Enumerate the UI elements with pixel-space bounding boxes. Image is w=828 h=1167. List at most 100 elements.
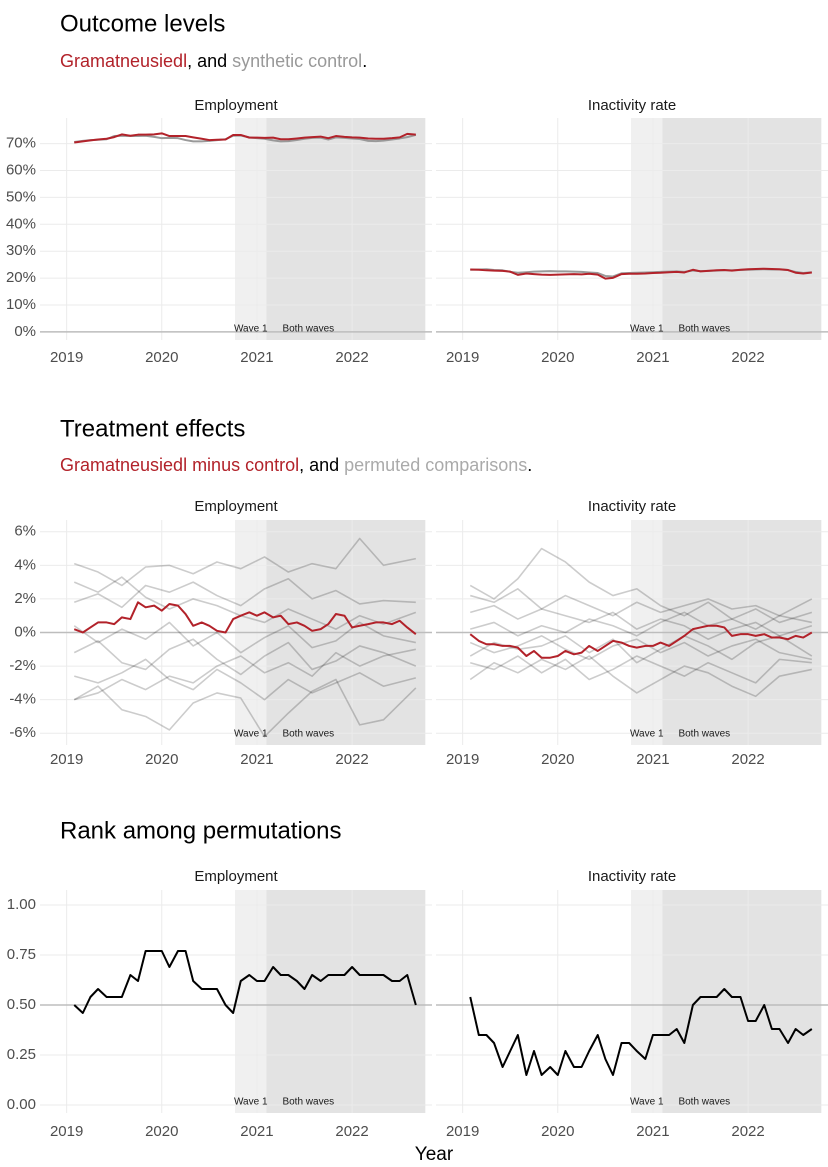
y-tick-label: 30% (6, 242, 36, 259)
facet-title: Inactivity rate (588, 97, 676, 114)
series-line (470, 594, 813, 620)
wave-label: Wave 1 (234, 324, 268, 335)
series-line (73, 950, 417, 1014)
y-tick-label: 6% (14, 523, 36, 540)
section-title: Treatment effects (60, 415, 245, 442)
wave-label: Wave 1 (234, 729, 268, 740)
subtitle: Gramatneusiedl minus control, and permut… (60, 455, 532, 475)
facet-title: Employment (194, 868, 278, 885)
wave-label: Wave 1 (234, 1097, 268, 1108)
x-tick-label: 2020 (145, 349, 178, 366)
facet-title: Employment (194, 498, 278, 515)
x-tick-label: 2021 (240, 1123, 273, 1140)
series-line (74, 658, 417, 701)
x-tick-label: 2019 (50, 751, 83, 768)
x-tick-label: 2020 (541, 349, 574, 366)
series-line (470, 588, 813, 641)
series-line (74, 132, 416, 144)
wave-label: Wave 1 (630, 1097, 664, 1108)
series-line (73, 577, 416, 609)
series-line (73, 638, 417, 676)
x-tick-label: 2019 (50, 1123, 83, 1140)
x-axis-title: Year (415, 1144, 454, 1165)
x-tick-label: 2019 (446, 1123, 479, 1140)
shaded-region (235, 890, 267, 1113)
wave-label: Wave 1 (630, 324, 664, 335)
subtitle: Gramatneusiedl, and synthetic control. (60, 51, 367, 71)
x-tick-label: 2022 (731, 751, 764, 768)
x-tick-label: 2021 (240, 349, 273, 366)
facet-title: Employment (194, 97, 278, 114)
x-tick-label: 2020 (145, 751, 178, 768)
series-line (73, 678, 417, 738)
subtitle-part: Gramatneusiedl minus control (60, 455, 299, 475)
x-tick-label: 2019 (446, 349, 479, 366)
series-line (469, 635, 812, 661)
facet-title: Inactivity rate (588, 498, 676, 515)
x-tick-label: 2020 (541, 751, 574, 768)
y-tick-label: 0.25 (7, 1046, 36, 1063)
y-tick-label: 10% (6, 296, 36, 313)
y-tick-label: 0% (14, 323, 36, 340)
y-tick-label: 60% (6, 161, 36, 178)
series-line (469, 988, 813, 1076)
subtitle-part: . (527, 455, 532, 475)
y-tick-label: 2% (14, 590, 36, 607)
x-tick-label: 2022 (335, 349, 368, 366)
x-tick-label: 2019 (446, 751, 479, 768)
wave-label: Both waves (678, 729, 730, 740)
y-tick-label: -6% (9, 724, 36, 741)
wave-label: Both waves (282, 729, 334, 740)
x-tick-label: 2019 (50, 349, 83, 366)
x-tick-label: 2021 (636, 1123, 669, 1140)
series-line (470, 267, 812, 280)
y-tick-label: 0% (14, 623, 36, 640)
x-tick-label: 2021 (636, 751, 669, 768)
series-line (469, 655, 812, 698)
subtitle-part: Gramatneusiedl (60, 51, 187, 71)
section-title: Outcome levels (60, 10, 225, 37)
wave-label: Wave 1 (630, 729, 664, 740)
series-line (469, 547, 813, 624)
wave-label: Both waves (678, 324, 730, 335)
y-tick-label: 1.00 (7, 896, 36, 913)
shaded-region (266, 890, 426, 1113)
series-line (470, 655, 812, 684)
subtitle-part: . (362, 51, 367, 71)
y-tick-label: 40% (6, 215, 36, 232)
x-tick-label: 2020 (145, 1123, 178, 1140)
wave-label: Both waves (282, 1097, 334, 1108)
x-tick-label: 2022 (335, 1123, 368, 1140)
shaded-region (631, 890, 663, 1113)
y-tick-label: 20% (6, 269, 36, 286)
x-tick-label: 2022 (335, 751, 368, 768)
shaded-region (235, 118, 267, 340)
series-line (470, 611, 812, 637)
x-tick-label: 2021 (240, 751, 273, 768)
subtitle-part: synthetic control (232, 51, 362, 71)
y-tick-label: 4% (14, 556, 36, 573)
y-tick-label: 0.50 (7, 996, 36, 1013)
series-line (469, 635, 813, 664)
shaded-region (631, 118, 663, 340)
wave-label: Both waves (282, 324, 334, 335)
x-tick-label: 2022 (731, 1123, 764, 1140)
x-tick-label: 2020 (541, 1123, 574, 1140)
subtitle-part: , and (299, 455, 344, 475)
shaded-region (662, 118, 822, 340)
facet-title: Inactivity rate (588, 868, 676, 885)
series-line (73, 621, 416, 654)
x-tick-label: 2022 (731, 349, 764, 366)
y-tick-label: -2% (9, 657, 36, 674)
section-title: Rank among permutations (60, 817, 341, 844)
y-tick-label: -4% (9, 691, 36, 708)
series-line (73, 537, 416, 587)
y-tick-label: 70% (6, 135, 36, 152)
series-line (73, 601, 417, 635)
y-tick-label: 50% (6, 188, 36, 205)
y-tick-label: 0.00 (7, 1096, 36, 1113)
subtitle-part: permuted comparisons (344, 455, 527, 475)
y-tick-label: 0.75 (7, 946, 36, 963)
x-tick-label: 2021 (636, 349, 669, 366)
